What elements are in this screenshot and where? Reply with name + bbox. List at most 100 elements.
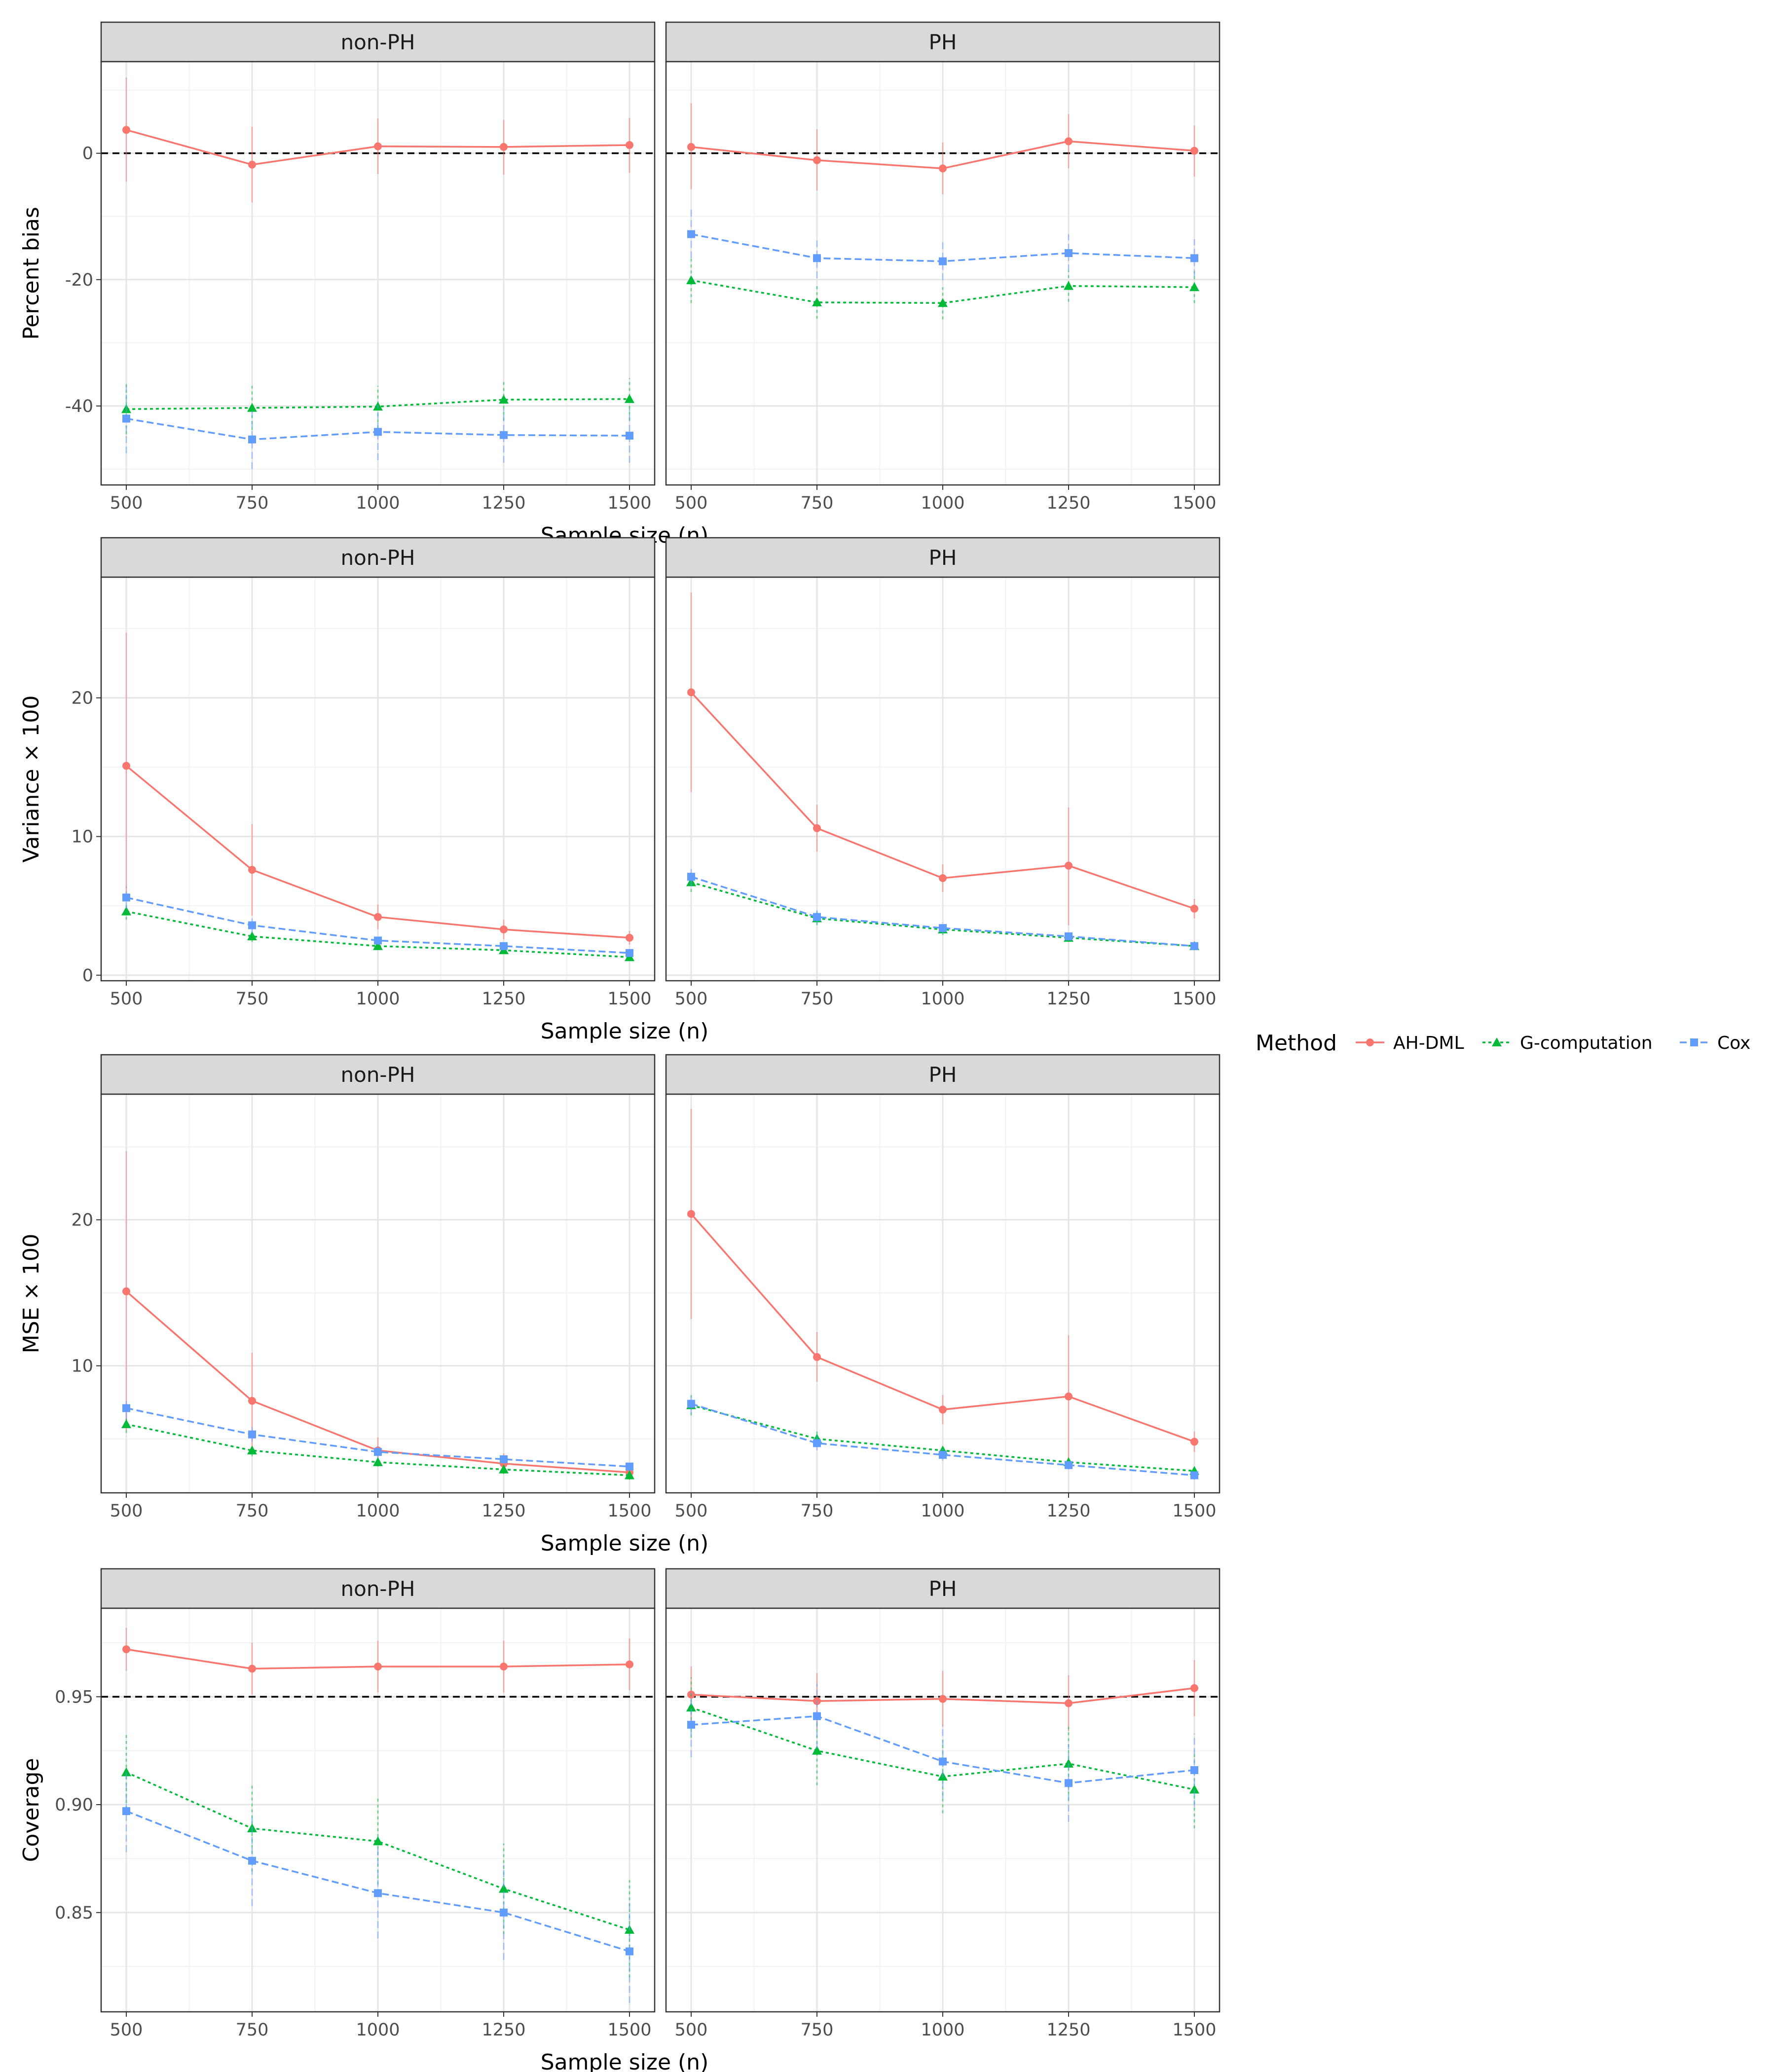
data-point [1189, 1784, 1199, 1794]
panel-ph: PH 500 750 1000 1250 1500 [665, 1568, 1221, 2040]
panel-non-ph: non-PH 500 750 1000 1250 1500 [100, 21, 656, 513]
legend-key-point [1492, 1037, 1502, 1046]
facet-strip [100, 21, 656, 63]
y-tick-label: 20 [71, 689, 93, 708]
plot-row-coverage: Coverage 0.85 0.90 0.95 Sample size (n) non-P… [19, 1568, 1221, 2072]
panel-non-ph: non-PH 500 750 1000 1250 1500 [100, 1054, 656, 1521]
y-tick-label: -20 [65, 270, 93, 290]
data-point [248, 1430, 256, 1439]
data-point [626, 1660, 633, 1668]
data-point [687, 143, 695, 151]
legend-key-point [1690, 1038, 1698, 1046]
facet-strip [665, 1568, 1221, 1609]
series-line [691, 876, 1195, 947]
panel-non-ph: non-PH 500 750 1000 1250 1500 [100, 1568, 656, 2040]
data-point [626, 432, 633, 440]
plot-row-mse-100: MSE × 100 10 20 Sample size (n) non-PH 500 750… [19, 1054, 1221, 1556]
legend-item-label: Cox [1717, 1033, 1750, 1053]
data-point [939, 1451, 947, 1459]
x-tick-label: 1500 [607, 989, 651, 1009]
data-point [247, 931, 257, 941]
data-point [500, 1455, 508, 1463]
data-point [248, 435, 256, 444]
plot-row-variance-100: Variance × 100 0 10 20 Sample size (n) non-PH… [19, 537, 1221, 1044]
data-point [122, 1404, 130, 1412]
x-tick-label: 500 [675, 989, 708, 1009]
data-point [1190, 254, 1198, 262]
data-point [247, 403, 257, 412]
data-point [625, 394, 634, 403]
data-point [122, 414, 130, 423]
x-axis-title: Sample size (n) [541, 1019, 708, 1044]
legend-item-label: G-computation [1520, 1033, 1653, 1053]
x-axis-title: Sample size (n) [541, 2050, 708, 2072]
data-point [248, 866, 256, 874]
x-tick-label: 1500 [1172, 1501, 1216, 1521]
data-point [626, 1947, 633, 1956]
x-tick-label: 1250 [481, 493, 525, 513]
x-tick-label: 1250 [1046, 493, 1090, 513]
data-point [122, 126, 130, 134]
data-point [373, 1457, 383, 1466]
data-point [939, 257, 947, 265]
data-point [938, 298, 948, 307]
series-cox [687, 867, 1198, 951]
data-point [500, 143, 508, 151]
data-point [121, 1767, 131, 1776]
x-tick-label: 1000 [356, 989, 400, 1009]
data-point [939, 1406, 947, 1414]
data-point [374, 142, 382, 150]
facet-strip [665, 21, 1221, 63]
x-tick-label: 1250 [481, 1501, 525, 1521]
data-point [122, 762, 130, 770]
data-point [122, 1645, 130, 1654]
x-tick-label: 1250 [1046, 989, 1090, 1009]
data-point [1190, 147, 1198, 155]
data-point [813, 1353, 821, 1361]
data-point [122, 1807, 130, 1815]
legend: Method AH-DML G-computation Cox [1256, 1031, 1750, 1056]
data-point [1190, 1438, 1198, 1446]
legend-title: Method [1256, 1031, 1337, 1056]
facet-label: non-PH [341, 546, 415, 570]
facet-label: non-PH [341, 1577, 415, 1601]
series-ah-dml [687, 1660, 1198, 1732]
data-point [813, 1439, 821, 1447]
data-point [626, 141, 633, 149]
y-tick-label: 20 [71, 1211, 93, 1230]
x-tick-label: 1000 [921, 989, 964, 1009]
data-point [687, 873, 695, 881]
data-point [500, 1663, 508, 1671]
data-point [500, 925, 508, 933]
x-tick-label: 500 [110, 989, 143, 1009]
x-tick-label: 750 [801, 1501, 834, 1521]
x-tick-label: 750 [801, 493, 834, 513]
data-point [939, 1757, 947, 1766]
y-tick-label: 0.85 [55, 1903, 93, 1923]
plot-rows: Percent bias -40 -20 0 Sample size (n) non-PH… [19, 21, 1221, 2072]
panel-ph: PH 500 750 1000 1250 1500 [665, 1054, 1221, 1521]
panel-ph: PH 500 750 1000 1250 1500 [665, 21, 1221, 513]
panel-non-ph: non-PH 500 750 1000 1250 1500 [100, 537, 656, 1009]
x-tick-label: 1250 [481, 2020, 525, 2040]
data-point [1190, 904, 1198, 913]
series-cox [687, 1393, 1198, 1480]
y-axis-title: Percent bias [19, 207, 44, 340]
x-tick-label: 1500 [607, 1501, 651, 1521]
facet-strip [100, 537, 656, 578]
data-point [1064, 281, 1073, 290]
data-point [500, 1908, 508, 1917]
series-ah-dml [687, 1109, 1198, 1459]
data-point [626, 1462, 633, 1471]
data-point [1190, 1684, 1198, 1692]
series-line [126, 910, 630, 958]
series-cox [122, 1770, 633, 2003]
data-point [812, 297, 822, 306]
legend-key-point [1366, 1038, 1374, 1046]
data-point [687, 1721, 695, 1729]
facet-strip [665, 537, 1221, 578]
data-point [121, 1419, 131, 1428]
x-tick-label: 1000 [356, 2020, 400, 2040]
legend-item-ah-dml: AH-DML [1356, 1033, 1464, 1053]
